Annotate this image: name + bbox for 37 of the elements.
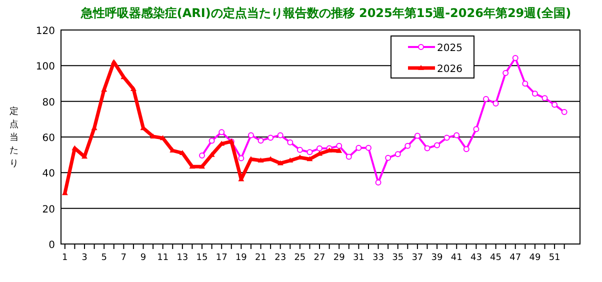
- x-tick-label: 25: [294, 253, 306, 263]
- x-tick-label: 43: [470, 253, 482, 263]
- x-tick-label: 21: [255, 253, 266, 263]
- x-tick-label: 49: [529, 253, 541, 263]
- x-tick-label: 19: [235, 253, 248, 263]
- y-tick-label: 120: [36, 26, 55, 37]
- x-tick-label: 5: [101, 253, 107, 263]
- x-tick-label: 27: [314, 253, 326, 263]
- x-tick-label: 9: [140, 253, 146, 263]
- x-tick-label: 1: [62, 253, 68, 263]
- x-tick-label: 33: [372, 253, 384, 263]
- y-tick-label: 60: [42, 133, 55, 144]
- y-axis-title: 定点当たり: [10, 106, 18, 169]
- legend-label: 2025: [437, 43, 462, 54]
- y-tick-label: 100: [36, 62, 55, 73]
- x-tick-label: 3: [82, 253, 88, 263]
- x-tick-label: 47: [510, 253, 522, 263]
- x-tick-label: 41: [450, 253, 462, 263]
- y-tick-label: 40: [42, 168, 55, 180]
- y-tick-label: 0: [48, 240, 55, 251]
- x-tick-label: 35: [392, 253, 404, 263]
- x-tick-label: 23: [274, 253, 286, 263]
- x-tick-label: 17: [216, 253, 228, 263]
- x-tick-label: 13: [176, 253, 188, 263]
- x-tick-label: 29: [333, 253, 346, 263]
- legend-label: 2026: [437, 64, 462, 75]
- x-tick-label: 51: [548, 253, 560, 263]
- x-tick-label: 39: [431, 253, 444, 263]
- x-tick-label: 15: [196, 253, 208, 263]
- x-tick-label: 45: [490, 253, 502, 263]
- x-tick-label: 31: [352, 253, 364, 263]
- y-tick-label: 20: [42, 204, 55, 216]
- x-tick-label: 7: [120, 253, 127, 263]
- x-tick-label: 37: [412, 253, 424, 263]
- x-tick-label: 11: [157, 253, 169, 263]
- chart-title: 急性呼吸器感染症(ARI)の定点当たり報告数の推移 2025年第15週-2026年第29週(全国): [80, 6, 572, 20]
- y-tick-label: 80: [42, 97, 55, 108]
